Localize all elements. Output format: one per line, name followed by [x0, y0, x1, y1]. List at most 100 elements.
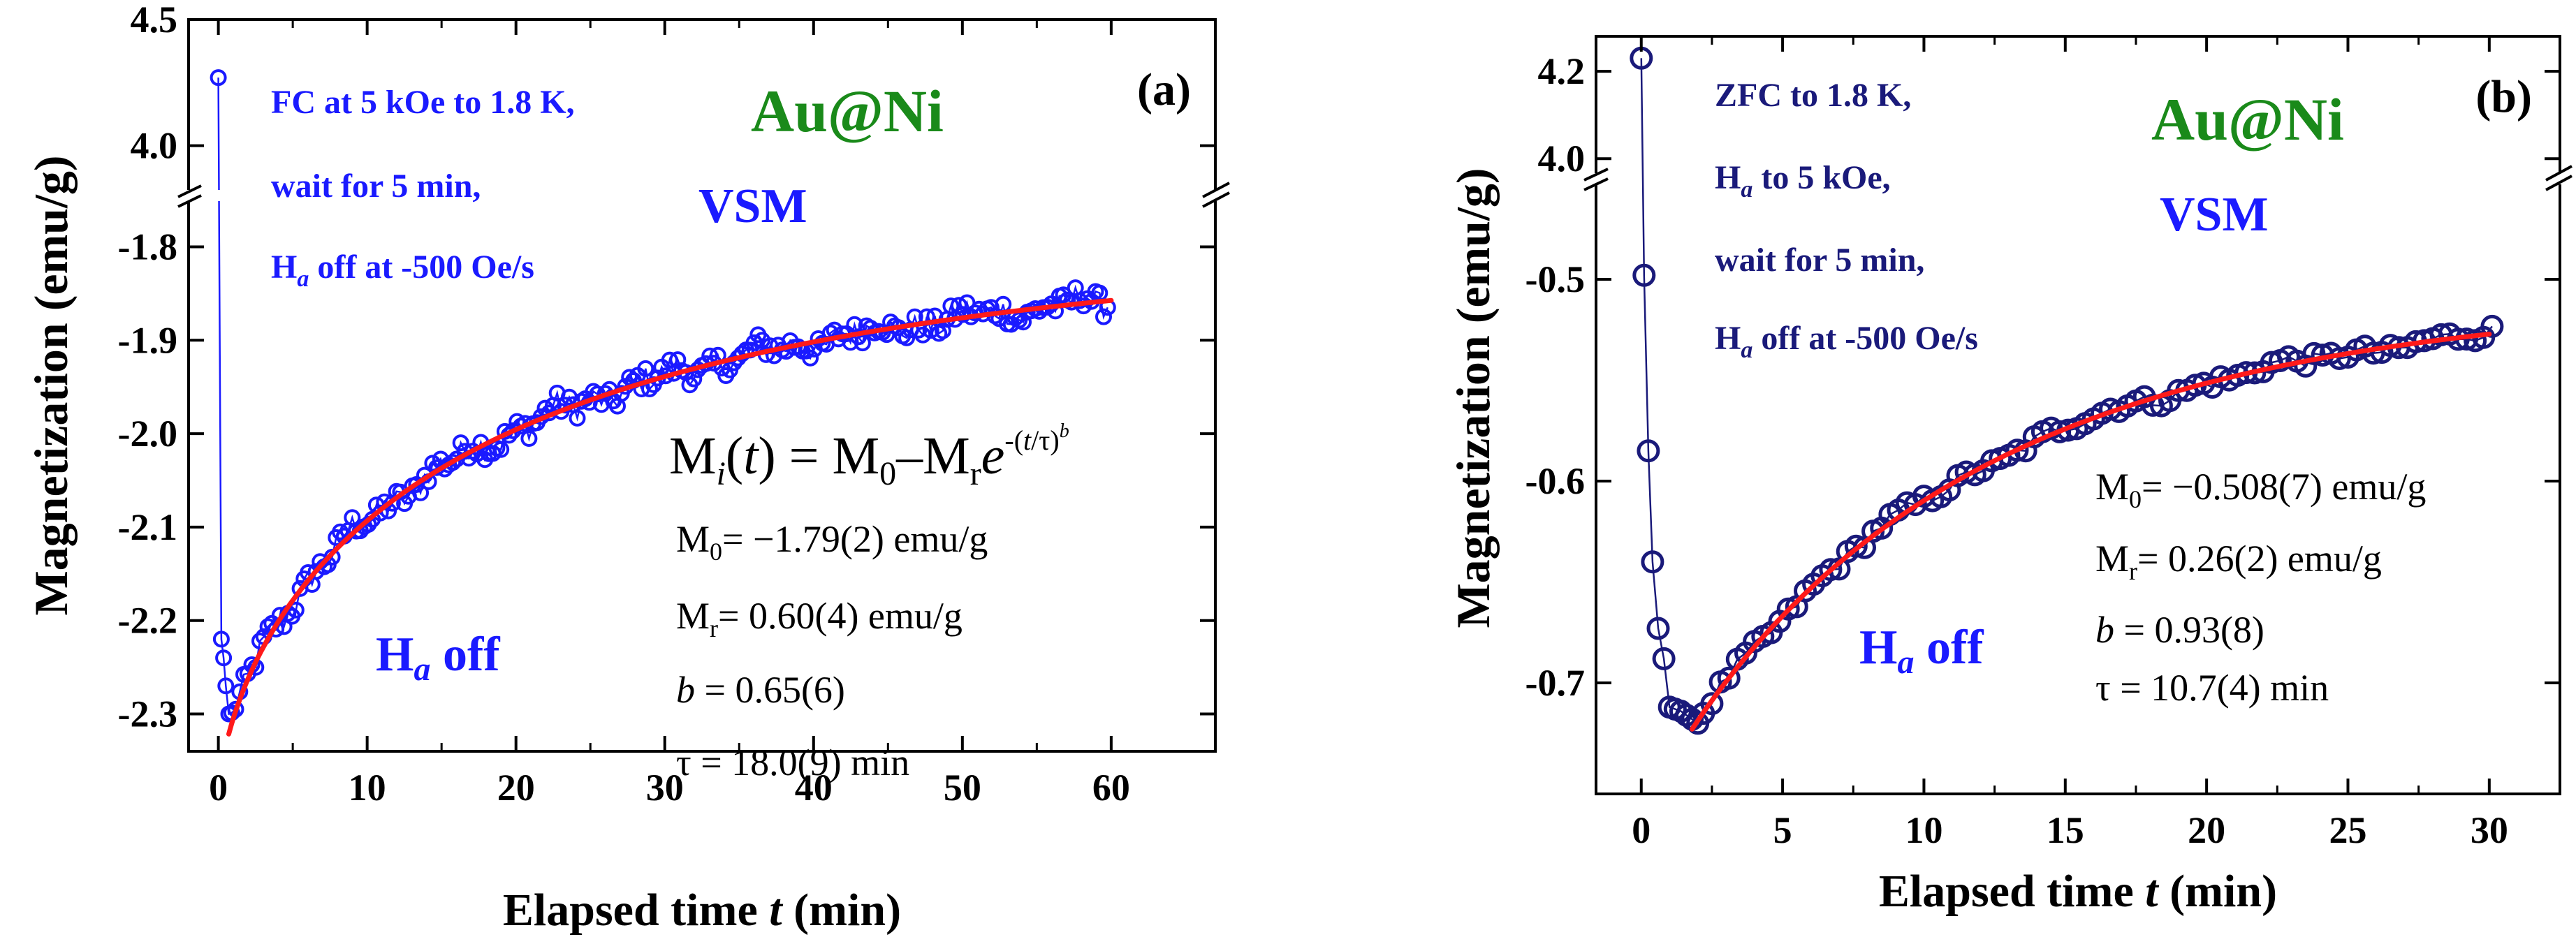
- panel-a-label: (a): [1137, 64, 1191, 115]
- panel-a-data-point: [1015, 314, 1032, 331]
- panel-b-data-point: [1632, 263, 1656, 287]
- panel-a-frame: [187, 18, 1217, 753]
- panel-a-x-tick-label: 40: [795, 767, 833, 809]
- panel-b-protocol-line-3: wait for 5 min,: [1715, 242, 1924, 279]
- panel-b: 0 5 10 15 20 25 30 -0.7 -0.6 -0.5 4.0 4.2 Elapsed t…: [1447, 35, 2576, 917]
- panel-a-data-point: [444, 454, 462, 471]
- panel-b-param-Mr: Mr= 0.26(2) emu/g: [2095, 538, 2382, 585]
- panel-a-h-subscript: a: [297, 266, 309, 292]
- panel-a-formula-r: r: [970, 455, 981, 492]
- panel-b-x-tick-label: 10: [1905, 809, 1942, 851]
- panel-a-data-point: [745, 334, 763, 351]
- panel-a-data-point: [287, 601, 305, 619]
- panel-b-ramp-text: off at -500 Oe/s: [1752, 320, 1978, 357]
- panel-b-param-M0: M0= −0.508(7) emu/g: [2095, 466, 2426, 513]
- panel-a-y-tick-label-upper: 4.0: [131, 125, 178, 167]
- panel-b-data-line: [1640, 58, 2493, 725]
- panel-b-param-b-sym: b: [2095, 609, 2114, 651]
- panel-a-ha-off-h: H: [376, 628, 414, 681]
- panel-a-param-M0: M0= −1.79(2) emu/g: [676, 518, 988, 566]
- panel-b-protocol-h-sub: a: [1741, 177, 1752, 202]
- panel-b-y-tick-label-upper: 4.0: [1538, 138, 1586, 179]
- panel-a-param-Mr-sub: r: [710, 614, 718, 642]
- panel-b-ha-off-text: off: [1914, 621, 1984, 674]
- panel-a-data-point: [569, 409, 586, 427]
- panel-a-protocol-line-3: Ha off at -500 Oe/s: [271, 249, 534, 292]
- panel-b-h-symbol: H: [1715, 320, 1741, 357]
- panel-a-param-b: b = 0.65(6): [676, 669, 845, 711]
- panel-a-data-point: [854, 334, 871, 352]
- panel-a-data-layer: [210, 69, 1116, 737]
- panel-a-y-tick-label: -2.3: [118, 693, 177, 735]
- panel-b-protocol-h: H: [1715, 159, 1741, 196]
- panel-b-axis-break-gap-right: [2535, 173, 2576, 184]
- panel-a: 0 10 20 30 40 50 60 -2.3 -2.2 -2.1 -2.0 -1.9 -1.8 4.0…: [24, 0, 1243, 936]
- panel-a-formula-i: i: [717, 455, 726, 492]
- panel-b-param-M0-val: = −0.508(7) emu/g: [2142, 466, 2426, 508]
- panel-b-data-layer: [1630, 46, 2504, 735]
- panel-a-x-tick-label: 50: [944, 767, 981, 809]
- panel-a-y-tick-label-upper: 4.5: [131, 0, 178, 40]
- panel-b-data-point: [1717, 666, 1741, 690]
- panel-b-param-Mr-val: = 0.26(2) emu/g: [2137, 538, 2382, 580]
- panel-a-param-b-val: = 0.65(6): [695, 669, 845, 711]
- panel-b-frame: [1595, 35, 2561, 795]
- panel-a-ramp-text: off at -500 Oe/s: [309, 249, 534, 286]
- panel-b-x-axis-title-prefix: Elapsed time: [1879, 866, 2145, 917]
- panel-a-x-tick-label: 20: [497, 767, 535, 809]
- panel-b-axis-break-right: [2545, 165, 2573, 191]
- panel-a-ha-off-label: Ha off: [376, 628, 500, 688]
- panel-b-label: (b): [2475, 71, 2532, 122]
- panel-a-param-Mr-sym: M: [676, 595, 710, 637]
- panel-b-protocol-line-2-text: to 5 kOe,: [1752, 159, 1890, 196]
- panel-a-axis-break-left: [177, 184, 202, 208]
- panel-a-x-tick-label: 60: [1092, 767, 1130, 809]
- panel-a-data-point: [210, 69, 227, 87]
- panel-b-data-point: [1637, 439, 1660, 463]
- panel-b-data-point: [1652, 647, 1676, 670]
- panel-a-formula-exp: -(: [1004, 425, 1023, 456]
- panel-a-param-M0-sub: 0: [710, 538, 722, 566]
- panel-a-formula-exp-b: b: [1060, 420, 1069, 442]
- panel-b-protocol-line-4: Ha off at -500 Oe/s: [1715, 320, 1978, 363]
- panel-b-param-M0-sym: M: [2095, 466, 2129, 508]
- panel-a-axis-break-right: [1202, 182, 1230, 208]
- panel-a-param-Mr: Mr= 0.60(4) emu/g: [676, 595, 963, 642]
- panel-b-param-b: b = 0.93(8): [2095, 609, 2264, 651]
- panel-a-formula-e: e: [981, 427, 1005, 485]
- panel-b-param-tau: τ = 10.7(4) min: [2095, 667, 2329, 709]
- panel-b-param-M0-sub: 0: [2129, 485, 2142, 513]
- panel-a-data-point: [685, 370, 703, 388]
- panel-b-y-axis-title: Magnetization (emu/g): [1447, 168, 1500, 628]
- panel-a-fit-curve: [226, 297, 1114, 737]
- panel-a-fit-formula: Mi(t) = M0–Mre-(t/τ)b: [669, 420, 1069, 492]
- panel-a-x-tick-label: 10: [349, 767, 386, 809]
- panel-b-data-point: [1819, 558, 1843, 582]
- panel-a-y-axis-title: Magnetization (emu/g): [24, 155, 78, 615]
- panel-a-y-tick-label: -1.9: [118, 319, 177, 361]
- panel-a-data-point: [621, 369, 638, 386]
- panel-b-method-label: VSM: [2160, 188, 2269, 242]
- panel-b-axis-break-left: [1583, 168, 1609, 191]
- panel-a-param-tau: τ = 18.0(9) min: [676, 742, 909, 783]
- panel-b-sample-label: Au@Ni: [2151, 86, 2344, 153]
- panel-b-param-Mr-sub: r: [2129, 557, 2137, 585]
- panel-a-formula-exp-t: t: [1023, 425, 1032, 456]
- panel-a-axes: 0 10 20 30 40 50 60 -2.3 -2.2 -2.1 -2.0 -1.9 -1.8 4.0…: [118, 0, 1215, 809]
- panel-b-ha-off-h: H: [1859, 621, 1897, 674]
- panel-a-param-M0-sym: M: [676, 518, 710, 560]
- panel-a-y-tick-label: -2.2: [118, 600, 177, 642]
- panel-b-axes: 0 5 10 15 20 25 30 -0.7 -0.6 -0.5 4.0 4.2: [1525, 36, 2560, 851]
- panel-b-data-point: [2005, 438, 2029, 462]
- panel-b-data-point: [2302, 341, 2326, 365]
- panel-b-x-tick-label: 5: [1773, 809, 1792, 851]
- panel-b-protocol-line-1: ZFC to 1.8 K,: [1715, 77, 1911, 114]
- panel-a-y-tick-label: -2.1: [118, 506, 177, 548]
- panel-b-y-tick-label-upper: 4.2: [1538, 50, 1586, 92]
- panel-a-formula-open: (: [726, 427, 743, 485]
- panel-a-protocol-line-1: FC at 5 kOe to 1.8 K,: [271, 84, 575, 121]
- panel-a-data-point: [412, 484, 430, 501]
- panel-a-param-Mr-val: = 0.60(4) emu/g: [718, 595, 963, 637]
- panel-a-data-point: [212, 631, 230, 648]
- panel-a-sample-label: Au@Ni: [751, 78, 944, 145]
